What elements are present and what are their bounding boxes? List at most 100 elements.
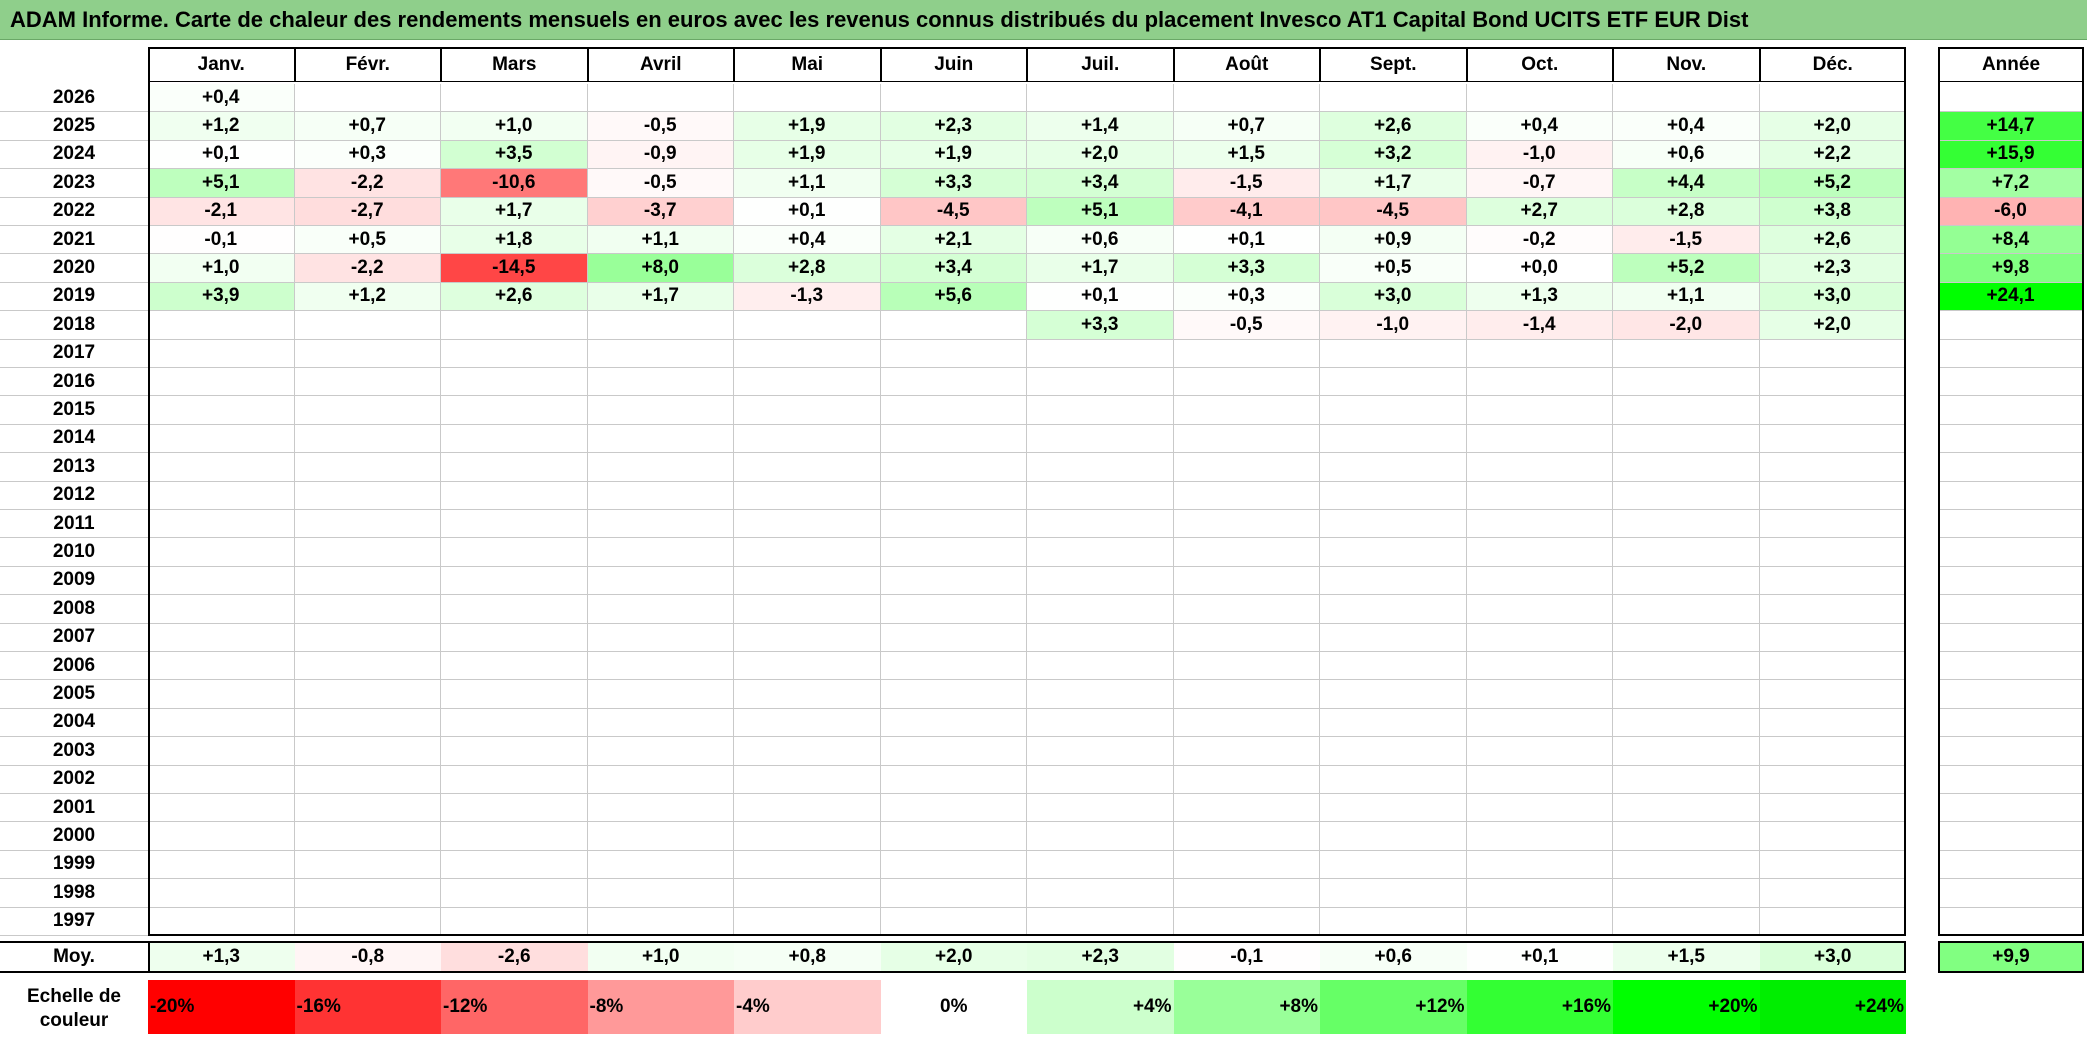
heatmap-cell-2014-11 [1613,424,1760,454]
heatmap-cell-2007-12 [1759,623,1906,652]
year-label-1999: 1999 [0,851,148,880]
heatmap-cell-2025-5: +1,9 [734,112,881,141]
heatmap-cell-2015-9 [1320,396,1467,425]
heatmap-cell-2010-8 [1173,538,1320,567]
heatmap-cell-2023-8: -1,5 [1173,169,1320,198]
heatmap-cell-2016-8 [1173,368,1320,397]
heatmap-cell-2009-7 [1027,566,1174,596]
heatmap-cell-2013-9 [1320,453,1467,482]
year-label-2015: 2015 [0,396,148,425]
month-header-5: Mai [734,47,881,82]
heatmap-cell-2013-3 [441,453,588,482]
color-scale-step-2: -16% [294,980,441,1034]
year-label-2023: 2023 [0,169,148,198]
heatmap-cell-2009-2 [294,566,441,596]
heatmap-cell-2005-7 [1027,680,1174,709]
heatmap-cell-2023-3: -10,6 [441,169,588,198]
heatmap-cell-2008-4 [587,595,734,624]
heatmap-cell-2001-12 [1759,794,1906,823]
heatmap-cell-2004-6 [880,708,1027,738]
heatmap-cell-2002-2 [294,765,441,794]
heatmap-cell-2011-6 [880,510,1027,539]
heatmap-cell-2022-7: +5,1 [1027,197,1174,226]
heatmap-cell-2004-2 [294,708,441,738]
heatmap-cell-2011-2 [294,510,441,539]
heatmap-cell-2010-2 [294,538,441,567]
heatmap-cell-2004-1 [148,708,295,738]
annual-cell-2010 [1938,538,2084,567]
heatmap-cell-2021-8: +0,1 [1173,226,1320,255]
heatmap-cell-2015-7 [1027,396,1174,425]
month-header-4: Avril [587,47,734,82]
heatmap-cell-2014-3 [441,424,588,454]
annual-cell-2021: +8,4 [1938,226,2084,255]
heatmap-cell-2013-10 [1466,453,1613,482]
year-label-2013: 2013 [0,453,148,482]
heatmap-cell-2008-5 [734,595,881,624]
heatmap-cell-2000-2 [294,822,441,851]
heatmap-cell-2021-9: +0,9 [1320,226,1467,255]
heatmap-cell-2008-10 [1466,595,1613,624]
heatmap-cell-2025-8: +0,7 [1173,112,1320,141]
heatmap-cell-2022-1: -2,1 [148,197,295,226]
heatmap-cell-2006-12 [1759,652,1906,681]
heatmap-cell-1997-1 [148,907,295,936]
average-cell-11: +1,5 [1613,941,1760,973]
annual-cell-2003 [1938,737,2084,766]
heatmap-cell-2006-6 [880,652,1027,681]
year-total-header: Année [1938,47,2084,82]
heatmap-cell-2000-8 [1173,822,1320,851]
heatmap-cell-2019-1: +3,9 [148,282,295,312]
heatmap-cell-2026-6 [880,84,1027,113]
heatmap-cell-2001-11 [1613,794,1760,823]
heatmap-cell-2020-7: +1,7 [1027,254,1174,283]
heatmap-cell-2020-1: +1,0 [148,254,295,283]
year-label-2026: 2026 [0,84,148,113]
heatmap-cell-2008-3 [441,595,588,624]
heatmap-cell-2021-7: +0,6 [1027,226,1174,255]
heatmap-cell-2022-11: +2,8 [1613,197,1760,226]
heatmap-cell-2011-8 [1173,510,1320,539]
heatmap-cell-2013-1 [148,453,295,482]
heatmap-cell-2026-9 [1320,84,1467,113]
heatmap-cell-1999-3 [441,850,588,880]
heatmap-cell-2007-6 [880,623,1027,652]
heatmap-cell-2026-2 [294,84,441,113]
heatmap-cell-2020-2: -2,2 [294,254,441,283]
heatmap-cell-2018-9: -1,0 [1320,311,1467,340]
heatmap-cell-2024-9: +3,2 [1320,140,1467,170]
heatmap-cell-2023-9: +1,7 [1320,169,1467,198]
heatmap-cell-2015-6 [880,396,1027,425]
heatmap-cell-2008-12 [1759,595,1906,624]
heatmap-cell-2004-4 [587,708,734,738]
year-label-2025: 2025 [0,112,148,141]
heatmap-cell-2009-6 [880,566,1027,596]
heatmap-cell-2007-5 [734,623,881,652]
color-scale-step-7: +4% [1027,980,1174,1034]
heatmap-cell-2024-6: +1,9 [880,140,1027,170]
heatmap-cell-2005-6 [880,680,1027,709]
heatmap-cell-1997-5 [734,907,881,936]
color-scale-step-11: +20% [1613,980,1760,1034]
heatmap-cell-2023-7: +3,4 [1027,169,1174,198]
heatmap-cell-2022-9: -4,5 [1320,197,1467,226]
heatmap-cell-2005-11 [1613,680,1760,709]
heatmap-cell-2018-2 [294,311,441,340]
heatmap-cell-2020-5: +2,8 [734,254,881,283]
heatmap-cell-2005-5 [734,680,881,709]
heatmap-cell-2000-4 [587,822,734,851]
heatmap-cell-2011-4 [587,510,734,539]
year-label-2008: 2008 [0,595,148,624]
heatmap-cell-2014-7 [1027,424,1174,454]
heatmap-cell-1998-5 [734,879,881,908]
heatmap-cell-1999-7 [1027,850,1174,880]
heatmap-cell-2007-8 [1173,623,1320,652]
heatmap-cell-2023-11: +4,4 [1613,169,1760,198]
annual-cell-2023: +7,2 [1938,169,2084,198]
heatmap-cell-2024-1: +0,1 [148,140,295,170]
heatmap-cell-2017-9 [1320,339,1467,368]
annual-cell-2012 [1938,481,2084,510]
heatmap-cell-2012-12 [1759,481,1906,510]
heatmap-cell-2000-1 [148,822,295,851]
heatmap-cell-2018-1 [148,311,295,340]
